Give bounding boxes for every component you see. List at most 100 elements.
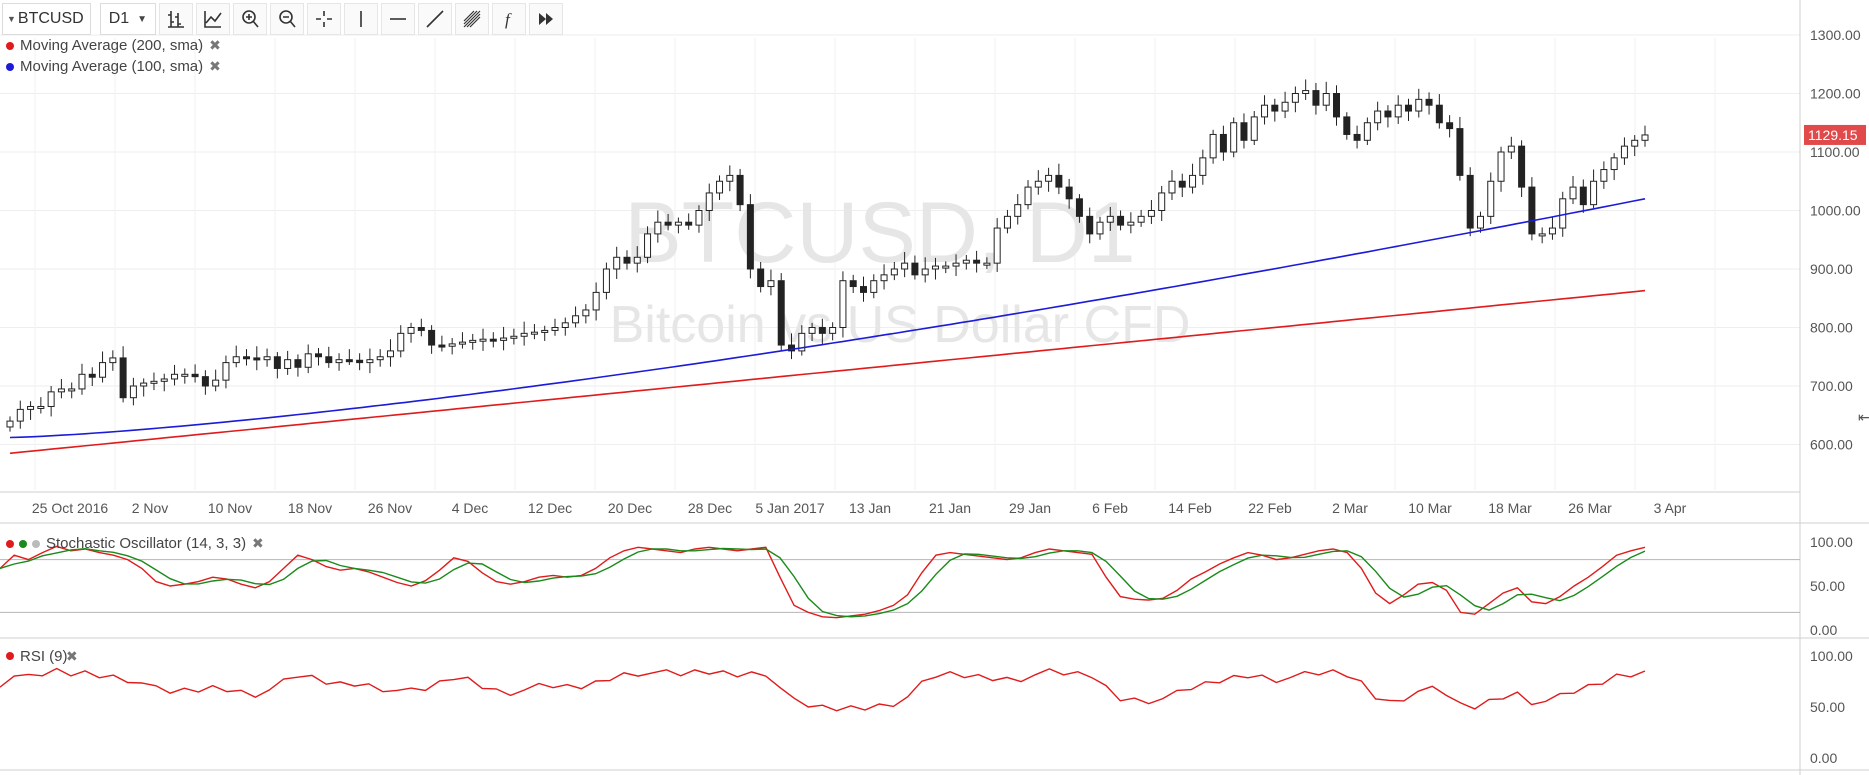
candle xyxy=(469,339,477,343)
candle xyxy=(1579,186,1587,206)
candle xyxy=(870,280,878,293)
candle xyxy=(859,286,867,293)
candle xyxy=(119,357,127,399)
rsi-tick: 0.00 xyxy=(1810,750,1837,766)
date-tick: 14 Feb xyxy=(1168,500,1212,516)
candle xyxy=(1456,128,1464,176)
ma100-line xyxy=(9,198,1646,439)
price-tick: 700.00 xyxy=(1810,378,1853,394)
zoom-in-button[interactable] xyxy=(233,3,268,35)
candle xyxy=(520,332,528,337)
function-button[interactable]: f xyxy=(492,3,527,35)
candle xyxy=(1106,215,1114,223)
candle xyxy=(356,359,364,364)
interval-selector[interactable]: D1 ▼ xyxy=(99,3,157,35)
candle xyxy=(1507,145,1515,153)
date-tick: 10 Nov xyxy=(208,500,252,516)
candle xyxy=(129,385,137,399)
candle xyxy=(541,329,549,333)
candle xyxy=(1199,157,1207,176)
price-tick: 1100.00 xyxy=(1810,144,1860,160)
candle xyxy=(1518,145,1526,188)
current-price-box xyxy=(1804,124,1866,145)
candle xyxy=(140,382,148,387)
crosshair-button[interactable] xyxy=(307,3,342,35)
close-icon[interactable]: ✖ xyxy=(209,37,221,53)
ma200-line xyxy=(9,289,1646,455)
rsi-label: RSI (9) xyxy=(20,648,68,665)
price-tick: 900.00 xyxy=(1810,261,1853,277)
candle xyxy=(716,180,724,194)
candle xyxy=(1127,221,1135,226)
candle xyxy=(1209,133,1217,159)
candle xyxy=(1230,122,1238,153)
candle xyxy=(1569,186,1577,200)
candle xyxy=(304,353,312,368)
candle xyxy=(366,359,374,364)
candle xyxy=(16,408,24,422)
candle xyxy=(1086,215,1094,235)
zoom-out-button[interactable] xyxy=(270,3,305,35)
forward-button[interactable] xyxy=(529,3,564,35)
candle xyxy=(736,174,744,206)
candle xyxy=(1075,198,1083,217)
crosshair-icon xyxy=(316,11,333,27)
candle xyxy=(335,359,343,364)
candle xyxy=(232,356,240,364)
date-tick: 21 Jan xyxy=(929,500,971,516)
candle xyxy=(243,356,251,360)
fibonacci-button[interactable] xyxy=(455,3,490,35)
candle xyxy=(1065,186,1073,200)
horizontal-line-button[interactable] xyxy=(381,3,416,35)
candle xyxy=(407,327,415,334)
candle xyxy=(572,315,580,324)
candle xyxy=(1096,221,1104,235)
candle xyxy=(479,338,487,342)
price-tick: 1000.00 xyxy=(1810,203,1861,219)
ma100-color-dot xyxy=(6,62,14,71)
candle xyxy=(757,268,765,288)
candle xyxy=(78,373,86,390)
candle xyxy=(1476,215,1484,229)
candle xyxy=(1343,116,1351,135)
date-tick: 5 Jan 2017 xyxy=(755,500,824,516)
candle xyxy=(1548,227,1556,235)
vertical-line-button[interactable] xyxy=(344,3,379,35)
candle xyxy=(1281,101,1289,112)
legend-ma100[interactable]: Moving Average (100, sma) ✖ xyxy=(6,58,221,75)
candle xyxy=(1312,90,1320,106)
candle xyxy=(1137,215,1145,223)
candle xyxy=(222,362,230,381)
candle xyxy=(438,344,446,348)
candle xyxy=(1538,233,1546,237)
candle xyxy=(592,291,600,311)
date-tick: 4 Dec xyxy=(452,500,489,516)
candle xyxy=(1446,122,1454,130)
close-icon[interactable]: ✖ xyxy=(209,58,221,74)
candle xyxy=(27,405,35,410)
candle xyxy=(1045,174,1053,182)
svg-text:f: f xyxy=(505,10,512,29)
candle xyxy=(510,335,518,339)
candle xyxy=(1435,104,1443,124)
toolbar: ▼ BTCUSD D1 ▼ f xyxy=(0,0,564,38)
stoch-k-line xyxy=(0,545,1646,619)
bar-style-button[interactable] xyxy=(159,3,194,35)
candle xyxy=(1641,134,1649,141)
candle xyxy=(47,391,55,407)
symbol-label: BTCUSD xyxy=(17,10,84,27)
candle xyxy=(489,338,497,342)
candle xyxy=(1466,174,1474,229)
trend-line-button[interactable] xyxy=(418,3,453,35)
candle xyxy=(654,221,662,235)
date-tick: 28 Dec xyxy=(688,500,732,516)
candle xyxy=(829,327,837,334)
symbol-selector[interactable]: ▼ BTCUSD xyxy=(2,3,91,35)
candle xyxy=(911,262,919,276)
price-tick: 800.00 xyxy=(1810,320,1853,336)
indicators-button[interactable] xyxy=(196,3,231,35)
stoch-label: Stochastic Oscillator (14, 3, 3) xyxy=(46,535,246,552)
candle xyxy=(171,373,179,380)
legend-ma200[interactable]: Moving Average (200, sma) ✖ xyxy=(6,37,221,54)
